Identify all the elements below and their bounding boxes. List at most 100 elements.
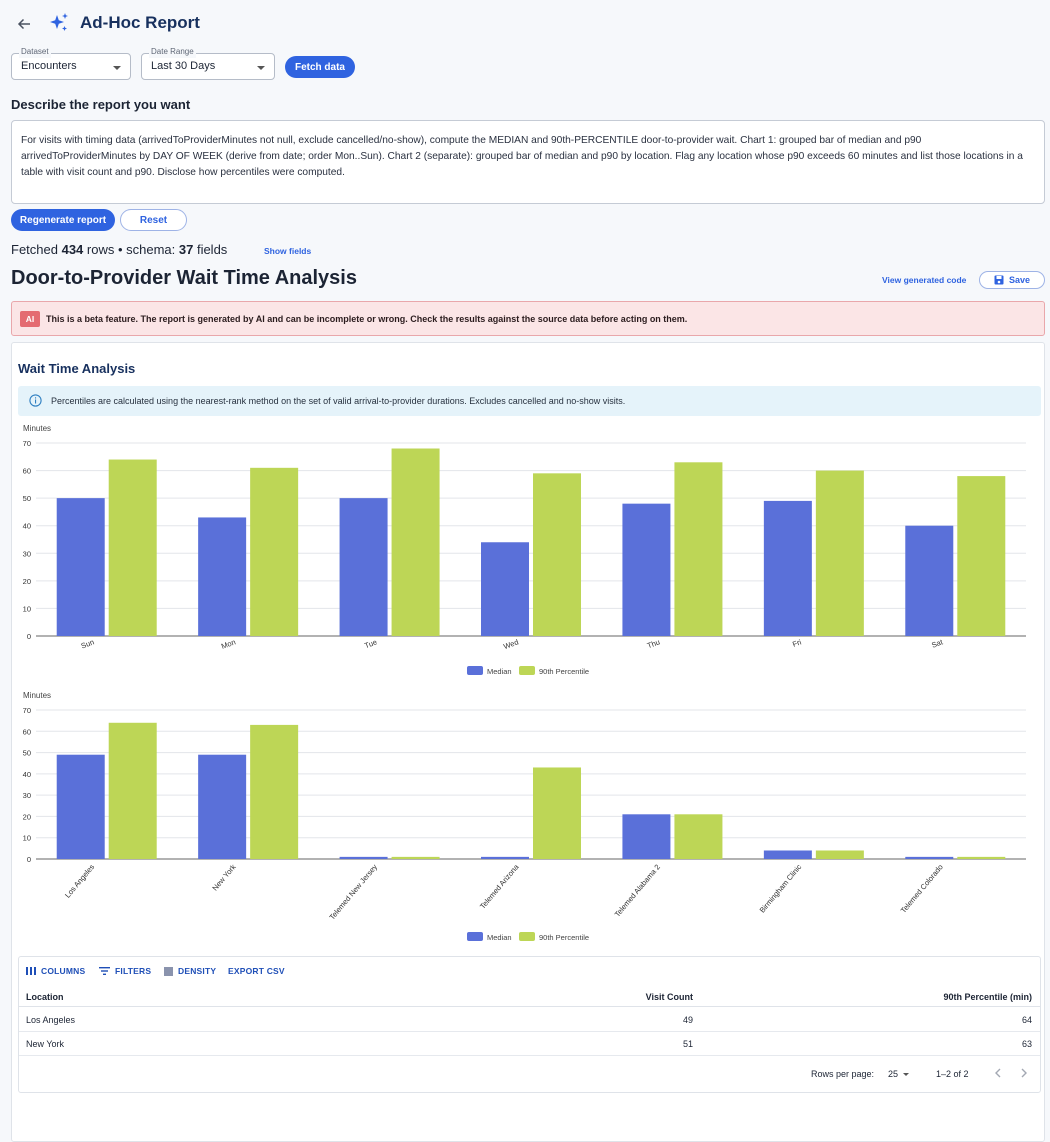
date-range-select[interactable]: Date Range Last 30 Days bbox=[141, 46, 275, 80]
y-tick-label: 0 bbox=[27, 855, 31, 864]
bar-median[interactable] bbox=[339, 498, 388, 636]
back-button[interactable] bbox=[14, 14, 34, 34]
columns-button[interactable]: COLUMNS bbox=[26, 966, 85, 976]
bar-p90[interactable] bbox=[674, 814, 723, 859]
bar-p90[interactable] bbox=[250, 467, 299, 636]
bar-p90[interactable] bbox=[391, 448, 440, 636]
bar-p90[interactable] bbox=[108, 459, 157, 636]
view-generated-code-link[interactable]: View generated code bbox=[882, 275, 967, 285]
filters-button[interactable]: FILTERS bbox=[99, 966, 151, 976]
fetched-row-count: 434 bbox=[61, 242, 84, 257]
bar-p90[interactable] bbox=[108, 722, 157, 859]
fetched-prefix: Fetched bbox=[11, 242, 62, 257]
info-icon bbox=[29, 394, 42, 407]
fetch-data-button[interactable]: Fetch data bbox=[285, 56, 355, 78]
y-tick-label: 20 bbox=[23, 812, 31, 821]
pagination-range: 1–2 of 2 bbox=[936, 1069, 969, 1079]
x-tick-label: Wed bbox=[502, 637, 519, 651]
next-page-button[interactable] bbox=[1019, 1067, 1029, 1081]
caret-down-icon bbox=[113, 66, 121, 70]
bar-median[interactable] bbox=[622, 503, 671, 636]
legend-label: Median bbox=[487, 933, 512, 942]
report-title: Door-to-Provider Wait Time Analysis bbox=[11, 267, 357, 289]
ai-badge: AI bbox=[20, 311, 40, 327]
bar-median[interactable] bbox=[763, 500, 812, 636]
y-tick-label: 70 bbox=[23, 439, 31, 448]
floppy-disk-icon bbox=[994, 275, 1004, 285]
save-label: Save bbox=[1008, 275, 1031, 285]
bar-median[interactable] bbox=[198, 754, 247, 859]
density-label: DENSITY bbox=[178, 966, 217, 976]
chart-by-location: Minutes 0 10 20 30 40 50 60 70 Los Angeles New Yor… bbox=[23, 691, 1026, 942]
x-tick-label: Birmingham Clinic bbox=[758, 862, 804, 914]
chart-by-day-of-week: Minutes 0 10 20 30 40 50 60 70 Sun Mon Tue Wed Thu Fri… bbox=[23, 424, 1026, 676]
reset-button[interactable]: Reset bbox=[120, 209, 187, 231]
bar-p90[interactable] bbox=[533, 767, 581, 859]
regenerate-report-button[interactable]: Regenerate report bbox=[11, 209, 115, 231]
legend-swatch bbox=[467, 666, 483, 675]
bar-median[interactable] bbox=[905, 525, 954, 636]
bar-median[interactable] bbox=[56, 498, 105, 636]
y-tick-label: 30 bbox=[23, 791, 31, 800]
bar-median[interactable] bbox=[481, 856, 529, 859]
bar-median[interactable] bbox=[198, 517, 247, 636]
columns-label: COLUMNS bbox=[41, 966, 86, 976]
rows-per-page-select[interactable]: 25 bbox=[888, 1069, 910, 1079]
y-tick-label: 20 bbox=[23, 577, 31, 586]
density-button[interactable]: DENSITY bbox=[164, 966, 216, 976]
density-icon bbox=[164, 966, 173, 976]
bar-median[interactable] bbox=[905, 856, 954, 859]
cell-location: Los Angeles bbox=[26, 1015, 76, 1025]
bar-median[interactable] bbox=[339, 856, 388, 859]
y-tick-label: 50 bbox=[23, 494, 31, 503]
grid-header: Location Visit Count 90th Percentile (mi… bbox=[19, 985, 1040, 1007]
filters-label: FILTERS bbox=[115, 966, 152, 976]
y-tick-label: 0 bbox=[27, 632, 31, 641]
y-tick-label: 70 bbox=[23, 706, 31, 715]
chevron-right-icon bbox=[1021, 1068, 1027, 1078]
x-tick-label: Thu bbox=[646, 637, 661, 650]
show-fields-link[interactable]: Show fields bbox=[264, 246, 312, 256]
x-tick-label: Telemed Arizona bbox=[478, 862, 521, 911]
save-button[interactable]: Save bbox=[979, 271, 1045, 289]
caret-down-icon bbox=[903, 1072, 910, 1076]
previous-page-button[interactable] bbox=[993, 1067, 1003, 1081]
table-row[interactable]: Los Angeles 49 64 bbox=[19, 1008, 1040, 1032]
bar-p90[interactable] bbox=[533, 473, 581, 636]
column-header-visit-count[interactable]: Visit Count bbox=[645, 992, 693, 1002]
x-tick-label: Telemed New Jersey bbox=[327, 862, 379, 921]
table-row[interactable]: New York 51 63 bbox=[19, 1032, 1040, 1056]
x-tick-label: New York bbox=[210, 862, 237, 892]
bar-p90[interactable] bbox=[957, 856, 1006, 859]
sparkle-icon bbox=[50, 13, 68, 31]
bar-p90[interactable] bbox=[674, 462, 723, 636]
x-tick-label: Telemed Colorado bbox=[899, 863, 945, 915]
column-header-p90[interactable]: 90th Percentile (min) bbox=[943, 992, 1032, 1002]
bar-median[interactable] bbox=[763, 850, 812, 859]
caret-down-icon bbox=[257, 66, 265, 70]
bar-p90[interactable] bbox=[815, 850, 864, 859]
x-tick-label: Mon bbox=[220, 637, 237, 650]
bar-p90[interactable] bbox=[391, 856, 440, 859]
bar-median[interactable] bbox=[481, 542, 529, 636]
y-axis-label: Minutes bbox=[23, 691, 51, 700]
legend-label: 90th Percentile bbox=[539, 933, 589, 942]
bar-p90[interactable] bbox=[815, 470, 864, 636]
prompt-textarea[interactable]: For visits with timing data (arrivedToPr… bbox=[11, 120, 1045, 204]
bar-median[interactable] bbox=[56, 754, 105, 859]
x-tick-label: Telemed Alabama 2 bbox=[613, 863, 662, 919]
bar-median[interactable] bbox=[622, 814, 671, 859]
export-csv-button[interactable]: EXPORT CSV bbox=[228, 966, 285, 976]
dataset-select[interactable]: Dataset Encounters bbox=[11, 46, 131, 80]
legend-swatch bbox=[467, 932, 483, 941]
rows-per-page-value: 25 bbox=[888, 1069, 899, 1079]
bar-p90[interactable] bbox=[957, 476, 1006, 636]
column-header-location[interactable]: Location bbox=[26, 992, 64, 1002]
x-tick-label: Sun bbox=[80, 637, 96, 650]
flagged-locations-grid: COLUMNS FILTERS DENSITY EXPORT CSV Locat… bbox=[18, 956, 1041, 1093]
bar-p90[interactable] bbox=[250, 724, 299, 859]
dataset-value: Encounters bbox=[21, 60, 77, 72]
y-tick-label: 10 bbox=[23, 604, 31, 613]
rows-per-page-label: Rows per page: bbox=[811, 1069, 875, 1079]
date-range-value: Last 30 Days bbox=[151, 60, 216, 72]
